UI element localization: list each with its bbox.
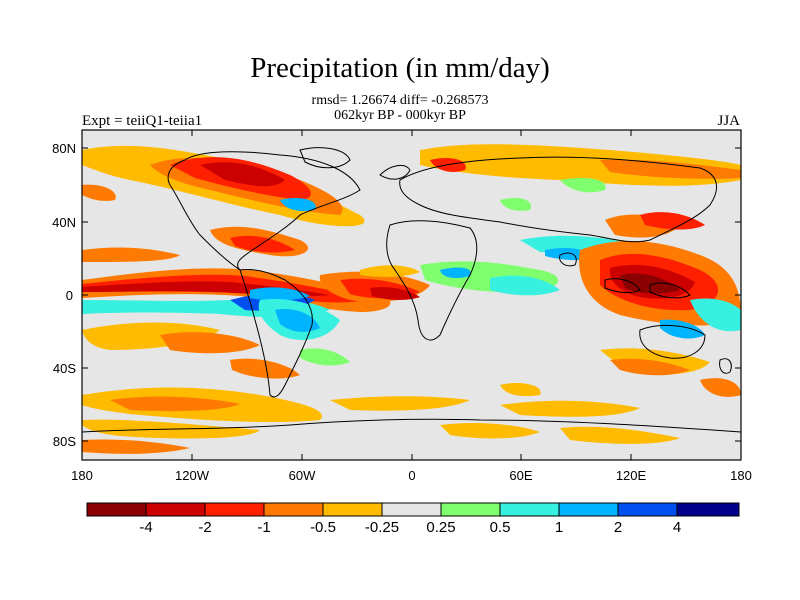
lat-tick-label: 40N: [52, 215, 76, 230]
tick-marks: [82, 130, 741, 460]
map-title: Precipitation (in mm/day): [250, 52, 550, 84]
lon-tick-label: 60E: [509, 468, 533, 483]
colorbar-swatch: [441, 503, 500, 516]
colorbar-swatch: [87, 503, 146, 516]
colorbar-label: 0.25: [426, 519, 456, 536]
colorbar-swatch: [146, 503, 205, 516]
lat-tick-label: 80N: [52, 141, 76, 156]
colorbar-label: -2: [198, 519, 212, 536]
experiment-label: Expt = teiiQ1-teiia1: [82, 113, 203, 129]
lon-tick-label: 120E: [615, 468, 647, 483]
lat-tick-label: 80S: [52, 434, 76, 449]
colorbar-label: 1: [554, 519, 564, 536]
colorbar-label: -4: [139, 519, 153, 536]
colorbar-swatch: [618, 503, 677, 516]
lon-tick-label: 0: [408, 468, 416, 483]
colorbar-label: -0.25: [364, 519, 400, 536]
colorbar: [86, 502, 740, 517]
lon-tick-label: 60W: [288, 468, 316, 483]
colorbar-swatch: [559, 503, 618, 516]
colorbar-swatch: [382, 503, 441, 516]
colorbar-label: 0.5: [489, 519, 511, 536]
colorbar-label: 4: [672, 519, 682, 536]
lon-tick-label: 180: [71, 468, 93, 483]
colorbar-label: -1: [257, 519, 271, 536]
lat-tick-label: 0: [65, 288, 73, 303]
coastlines: [82, 147, 741, 433]
lat-tick-label: 40S: [52, 361, 76, 376]
colorbar-swatch: [677, 503, 739, 516]
stats-block: rmsd= 1.26674 diff= -0.268573 062kyr BP …: [0, 93, 800, 123]
lon-tick-label: 120W: [175, 468, 209, 483]
colorbar-swatch: [323, 503, 382, 516]
precipitation-field: [82, 144, 741, 454]
colorbar-swatch: [205, 503, 264, 516]
colorbar-swatch: [500, 503, 559, 516]
lon-tick-label: 180: [730, 468, 752, 483]
colorbar-label: 2: [613, 519, 623, 536]
colorbar-swatch: [264, 503, 323, 516]
colorbar-label: -0.5: [310, 519, 336, 536]
season-label: JJA: [717, 113, 740, 129]
rmsd-diff-line: rmsd= 1.26674 diff= -0.268573: [311, 93, 489, 108]
period-line: 062kyr BP - 000kyr BP: [334, 108, 466, 123]
